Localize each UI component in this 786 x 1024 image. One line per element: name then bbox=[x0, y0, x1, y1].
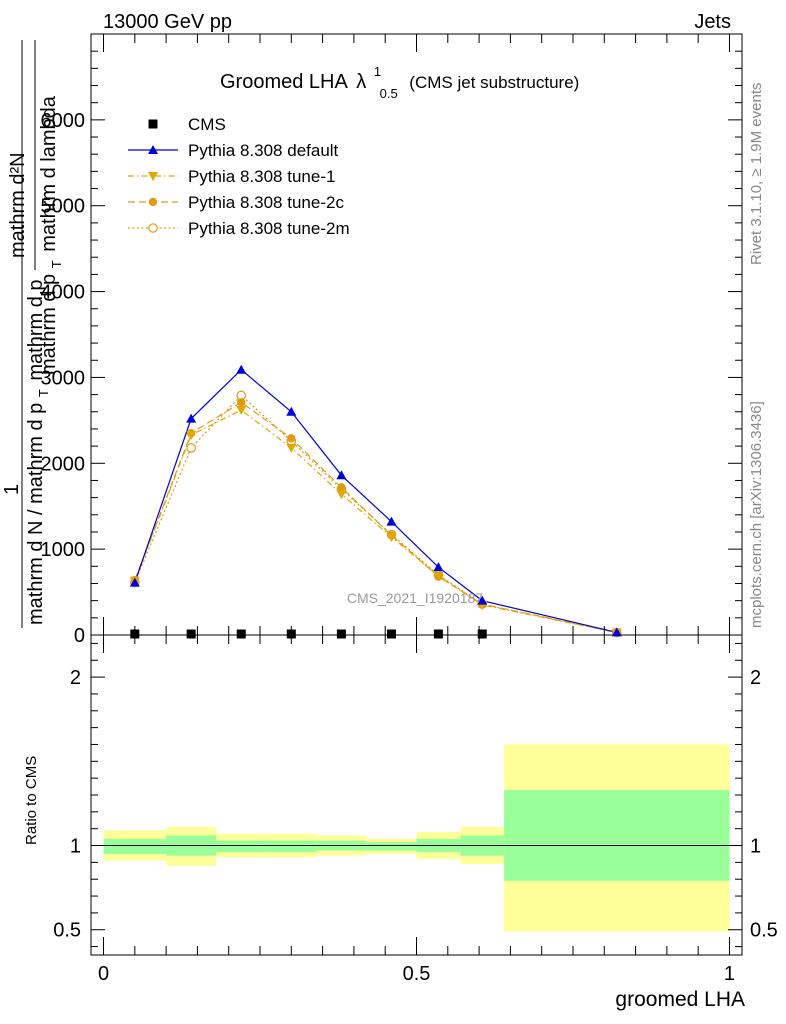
main-y-tick-label: 3000 bbox=[41, 367, 86, 389]
header-process-label: Jets bbox=[694, 11, 731, 33]
ratio-y-tick-label-right: 0.5 bbox=[750, 920, 778, 942]
ratio-y-axis-label: Ratio to CMS bbox=[23, 756, 40, 845]
analysis-watermark: CMS_2021_I1920187 bbox=[347, 590, 483, 606]
x-tick-label: 1 bbox=[724, 963, 735, 985]
data-point bbox=[611, 627, 622, 637]
data-point bbox=[129, 577, 140, 587]
legend-label: CMS bbox=[188, 115, 226, 134]
legend-label: Pythia 8.308 default bbox=[188, 141, 339, 160]
main-y-tick-label: 2000 bbox=[41, 453, 86, 475]
legend-label: Pythia 8.308 tune-2m bbox=[188, 219, 350, 238]
main-y-tick-label: 5000 bbox=[41, 196, 86, 218]
legend-label: Pythia 8.308 tune-2c bbox=[188, 193, 344, 212]
data-point bbox=[433, 629, 443, 639]
data-point bbox=[386, 533, 397, 543]
data-point bbox=[286, 406, 297, 416]
data-point bbox=[186, 629, 196, 639]
data-point bbox=[477, 595, 488, 605]
data-point bbox=[336, 490, 347, 500]
main-y-tick-label: 6000 bbox=[41, 110, 86, 132]
chart-title-suffix: (CMS jet substructure) bbox=[409, 73, 579, 92]
data-point bbox=[287, 434, 296, 443]
legend-marker bbox=[148, 197, 158, 207]
data-point bbox=[336, 470, 347, 480]
main-y-axis-label: mathrm d²N mathrm d p T mathrm d lambda … bbox=[1, 40, 66, 628]
main-y-tick-label: 1000 bbox=[41, 539, 86, 561]
ratio-y-tick-label: 2 bbox=[70, 667, 81, 689]
series-markers bbox=[129, 364, 622, 639]
data-point bbox=[236, 629, 246, 639]
data-point bbox=[386, 629, 396, 639]
legend-marker bbox=[148, 119, 158, 129]
ratio-band-inner bbox=[366, 842, 417, 851]
data-point bbox=[186, 430, 197, 440]
y-label-numerator: mathrm d²N bbox=[7, 152, 29, 258]
ratio-band-inner bbox=[103, 838, 167, 854]
ratio-band-inner bbox=[266, 840, 317, 853]
data-point bbox=[186, 413, 197, 423]
data-point bbox=[237, 398, 246, 407]
data-point bbox=[477, 629, 487, 639]
legend-marker bbox=[148, 172, 158, 181]
chart-title-superscript: 1 bbox=[374, 64, 381, 79]
ratio-y-tick-label: 1 bbox=[70, 836, 81, 858]
chart-title-main: Groomed LHA bbox=[220, 71, 348, 93]
data-point bbox=[286, 443, 297, 453]
y-label-one: 1 bbox=[1, 484, 23, 495]
y-label-denominator: mathrm d N / mathrm d p T mathrm d p bbox=[25, 279, 53, 625]
data-point bbox=[130, 629, 140, 639]
y-label-inner-denominator: mathrm d p T mathrm d lambda bbox=[38, 95, 66, 375]
data-point bbox=[336, 629, 346, 639]
x-ticks: 0 0.5 1 bbox=[98, 34, 735, 985]
data-point bbox=[433, 571, 444, 581]
ratio-bands bbox=[103, 744, 730, 932]
x-tick-label: 0 bbox=[98, 963, 109, 985]
main-y-tick-label: 4000 bbox=[41, 282, 86, 304]
rivet-version-label: Rivet 3.1.10, ≥ 1.9M events bbox=[748, 83, 765, 266]
data-point bbox=[386, 516, 397, 526]
legend-marker bbox=[148, 145, 158, 154]
chart-title: Groomed LHA λ 1 0.5 (CMS jet substructur… bbox=[220, 59, 579, 103]
chart-title-lambda: λ bbox=[356, 71, 366, 93]
header-energy-label: 13000 GeV pp bbox=[103, 11, 232, 33]
ratio-band-inner bbox=[216, 840, 267, 853]
ratio-y-tick-label-right: 2 bbox=[750, 667, 761, 689]
data-point bbox=[236, 364, 247, 374]
legend-marker bbox=[148, 223, 158, 233]
data-point bbox=[236, 406, 247, 416]
mcplots-source-label: mcplots.cern.ch [arXiv:1306.3436] bbox=[748, 401, 765, 628]
legend-label: Pythia 8.308 tune-1 bbox=[188, 167, 335, 186]
ratio-y-tick-label: 0.5 bbox=[53, 920, 81, 942]
data-point bbox=[186, 443, 196, 453]
ratio-y-tick-label-right: 1 bbox=[750, 836, 761, 858]
main-y-ticks: 0 1000 2000 3000 4000 5000 6000 bbox=[41, 33, 742, 647]
x-axis-label: groomed LHA bbox=[615, 988, 745, 1011]
chart-title-subscript: 0.5 bbox=[380, 86, 398, 101]
ratio-y-ticks: 0.5 0.5 1 1 2 2 bbox=[53, 642, 778, 948]
data-point bbox=[337, 483, 346, 492]
data-point bbox=[433, 562, 444, 572]
x-tick-label: 0.5 bbox=[403, 963, 431, 985]
legend: CMS Pythia 8.308 default Pythia 8.308 tune… bbox=[128, 115, 350, 238]
data-point bbox=[286, 629, 296, 639]
main-y-tick-label: 0 bbox=[74, 625, 85, 647]
ratio-band-inner bbox=[504, 789, 730, 881]
